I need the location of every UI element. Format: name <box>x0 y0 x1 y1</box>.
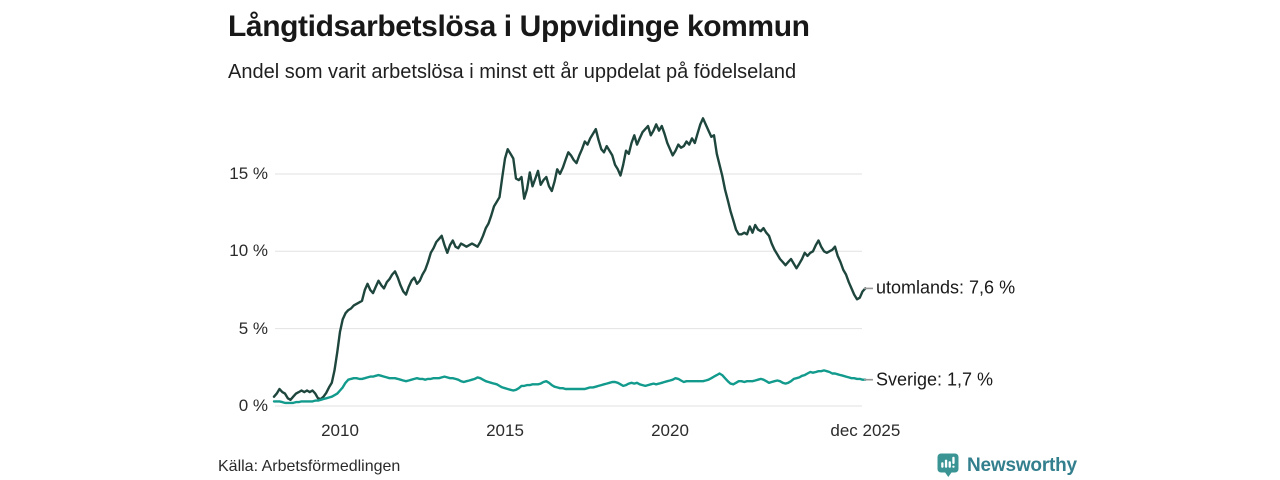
y-axis-tick-label: 0 % <box>238 396 268 415</box>
series-line-utomlands <box>272 117 867 401</box>
y-axis-tick-label: 5 % <box>238 318 268 338</box>
page-title: Långtidsarbetslösa i Uppvidinge kommun <box>228 10 810 43</box>
series-end-label-sverige: Sverige: 1,7 % <box>876 369 994 390</box>
newsworthy-logo-icon <box>937 453 959 477</box>
x-axis-tick-label: 2020 <box>651 421 689 440</box>
series-line-sverige <box>272 369 867 405</box>
x-axis-tick-label: dec 2025 <box>830 421 901 440</box>
y-axis-tick-label: 15 % <box>229 163 268 183</box>
source-note: Källa: Arbetsförmedlingen <box>218 458 401 475</box>
newsworthy-logo: Newsworthy <box>937 453 1077 478</box>
gridlines <box>275 173 862 407</box>
y-axis-tick-label: 10 % <box>229 241 268 261</box>
x-axis-tick-label: 2015 <box>486 421 524 440</box>
x-axis-tick-label: 2010 <box>321 421 359 440</box>
series-end-label-utomlands: utomlands: 7,6 % <box>876 277 1016 298</box>
newsworthy-logo-text: Newsworthy <box>967 454 1077 476</box>
page-subtitle: Andel som varit arbetslösa i minst ett å… <box>228 61 797 83</box>
